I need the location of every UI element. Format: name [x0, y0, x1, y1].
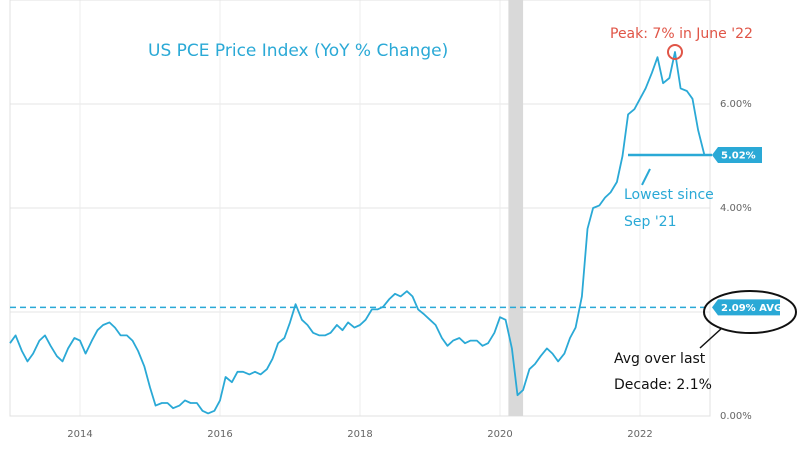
lowest-since-annotation-line2: Sep '21 [624, 214, 677, 230]
last-value-badge: 5.02% [712, 146, 762, 163]
y-axis-ticks: 0.00% 4.00% 6.00% [720, 99, 752, 422]
x-tick-label: 2022 [627, 429, 652, 440]
avg-annotation-line1: Avg over last [614, 351, 706, 367]
y-tick-label: 4.00% [720, 203, 752, 214]
peak-circle-marker [667, 44, 683, 60]
y-tick-label: 0.00% [720, 411, 752, 422]
chart-title: US PCE Price Index (YoY % Change) [148, 41, 448, 61]
average-label: 2.09% AVG [721, 303, 782, 314]
last-value-label: 5.02% [721, 150, 756, 161]
grid-lines [9, 0, 711, 417]
plot-border [9, 0, 711, 417]
avg-annotation-pointer [699, 327, 723, 349]
x-tick-label: 2018 [347, 429, 372, 440]
average-badge: 2.09% AVG [703, 290, 797, 334]
average-badge-circle [703, 290, 797, 334]
series-line-pce [9, 51, 706, 415]
y-tick-label: 6.00% [720, 99, 752, 110]
recession-shading [508, 0, 524, 416]
lowest-since-pointer [641, 168, 651, 186]
x-tick-label: 2016 [207, 429, 232, 440]
avg-annotation-line2: Decade: 2.1% [614, 377, 712, 393]
x-axis-ticks: 2014 2016 2018 2020 2022 [67, 429, 652, 440]
x-tick-label: 2014 [67, 429, 92, 440]
lowest-since-annotation-line1: Lowest since [624, 187, 714, 203]
x-tick-label: 2020 [487, 429, 512, 440]
peak-annotation: Peak: 7% in June '22 [610, 26, 753, 42]
